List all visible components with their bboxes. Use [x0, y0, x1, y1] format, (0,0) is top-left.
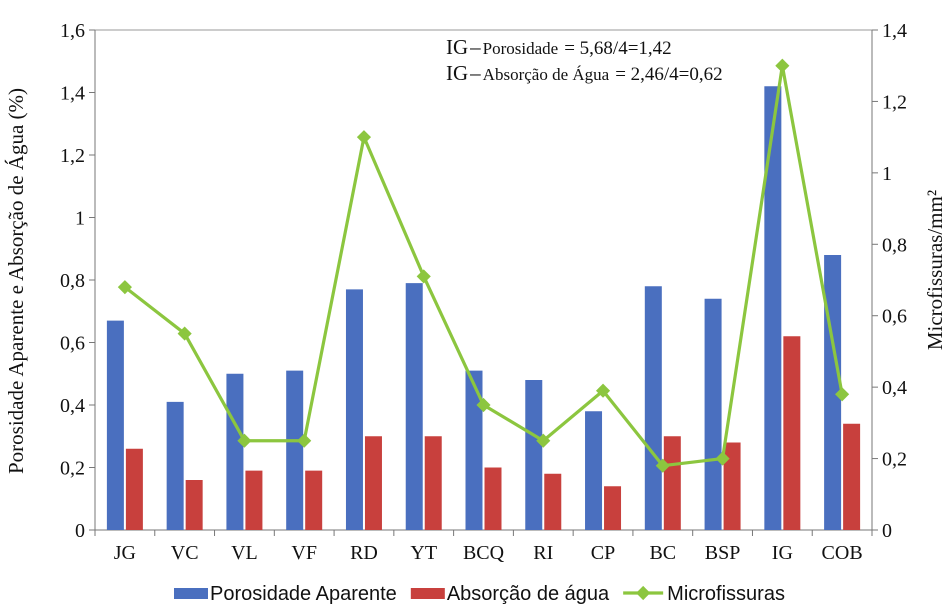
legend-label: Porosidade Aparente — [210, 583, 397, 605]
bar — [723, 442, 741, 530]
bar — [286, 370, 304, 530]
x-tick-label: IG — [772, 542, 793, 564]
left-axis: 0 0,2 0,4 0,6 0,8 1 1,2 1,4 1,6 — [60, 20, 95, 542]
legend: Porosidade Aparente Absorção de água Micro… — [174, 583, 785, 605]
y2-tick-label: 0,6 — [882, 306, 907, 328]
bar — [125, 448, 143, 530]
y2-tick-label: 1 — [882, 163, 892, 185]
annotation-label: Absorção de Água — [483, 65, 610, 84]
y-tick-label: 1,6 — [60, 20, 85, 42]
x-tick-label: JG — [114, 542, 136, 564]
bar — [764, 86, 782, 530]
legend-swatch — [174, 588, 208, 599]
y2-tick-label: 1,4 — [882, 20, 907, 42]
plot-frame — [94, 29, 873, 531]
x-axis: JG VC VL VF RD YT BCQ RI CP BC BSP IG COB — [94, 530, 873, 564]
y-tick-label: 0,8 — [60, 270, 85, 292]
line-point — [655, 458, 670, 473]
x-tick-label: VL — [231, 542, 258, 564]
bar — [604, 486, 622, 530]
annotation-prefix: IG — [446, 35, 468, 59]
x-tick-label: BCQ — [463, 542, 505, 564]
line-point — [117, 280, 132, 295]
x-tick-label: BC — [649, 542, 676, 564]
y2-tick-label: 0,2 — [882, 449, 907, 471]
line-point — [775, 58, 790, 73]
bar — [525, 380, 543, 530]
x-tick-label: VC — [171, 542, 199, 564]
x-tick-label: RD — [350, 542, 378, 564]
line-point — [476, 397, 491, 413]
bar — [544, 473, 562, 530]
y2-tick-label: 0,8 — [882, 234, 907, 256]
bar — [783, 336, 801, 530]
y-tick-label: 0,2 — [60, 458, 85, 480]
line-point — [297, 433, 312, 448]
line-point — [177, 326, 192, 341]
series-line — [117, 58, 850, 473]
series-bars — [106, 86, 842, 530]
bar — [405, 283, 423, 530]
y-tick-label: 0 — [75, 520, 85, 542]
bar — [245, 470, 263, 530]
y2-axis-title: Microfissuras/mm² — [923, 190, 946, 350]
bar — [106, 320, 124, 530]
line-point — [595, 383, 611, 398]
series-bars — [125, 336, 861, 530]
annotation-dash: – — [469, 35, 481, 59]
x-tick-label: BSP — [705, 542, 741, 564]
y-tick-label: 0,4 — [60, 395, 85, 417]
bar — [644, 286, 662, 530]
bar — [663, 436, 681, 530]
bar — [166, 401, 184, 530]
bar — [585, 411, 603, 530]
line-point — [237, 433, 252, 448]
x-tick-label: VF — [291, 542, 317, 564]
right-axis: 0 0,2 0,4 0,6 0,8 1 1,2 1,4 — [872, 20, 907, 542]
annotation-value: = 2,46/4=0,62 — [615, 64, 722, 85]
x-tick-label: RI — [533, 542, 553, 564]
annotation-label: Porosidade — [483, 39, 559, 58]
line-point — [356, 130, 372, 145]
x-tick-label: COB — [822, 542, 863, 564]
y2-tick-label: 0,4 — [882, 377, 907, 399]
annotation-value: = 5,68/4=1,42 — [564, 38, 671, 59]
y-tick-label: 0,6 — [60, 333, 85, 355]
legend-swatch — [410, 588, 445, 599]
y-tick-label: 1,2 — [60, 145, 85, 167]
line-point — [536, 433, 551, 448]
legend-label: Microfissuras — [667, 583, 785, 605]
legend-marker — [636, 585, 651, 601]
x-tick-label: CP — [591, 542, 615, 564]
bar — [305, 470, 323, 530]
annotation-prefix: IG — [446, 61, 468, 85]
bar — [424, 436, 442, 530]
y2-tick-label: 1,2 — [882, 91, 907, 113]
bar — [185, 480, 203, 530]
bar — [484, 467, 502, 530]
bar — [226, 373, 244, 530]
y-axis-title: Porosidade Aparente e Absorção de Água (… — [4, 88, 28, 474]
bar — [843, 423, 861, 530]
plot-area — [94, 29, 873, 531]
y2-tick-label: 0 — [882, 520, 892, 542]
line-point — [416, 269, 431, 284]
x-tick-label: YT — [410, 542, 437, 564]
annotation: IG– Porosidade = 5,68/4=1,42 — [446, 35, 672, 59]
legend-label: Absorção de água — [447, 583, 610, 605]
bar — [704, 298, 722, 530]
bar — [465, 370, 483, 530]
bar — [345, 289, 363, 530]
annotation: IG– Absorção de Água = 2,46/4=0,62 — [446, 61, 723, 85]
y-tick-label: 1,4 — [60, 83, 85, 105]
bar — [364, 436, 382, 530]
annotation-dash: – — [469, 61, 481, 85]
y-tick-label: 1 — [75, 208, 85, 230]
line-point — [835, 387, 850, 402]
line-point — [715, 451, 730, 466]
